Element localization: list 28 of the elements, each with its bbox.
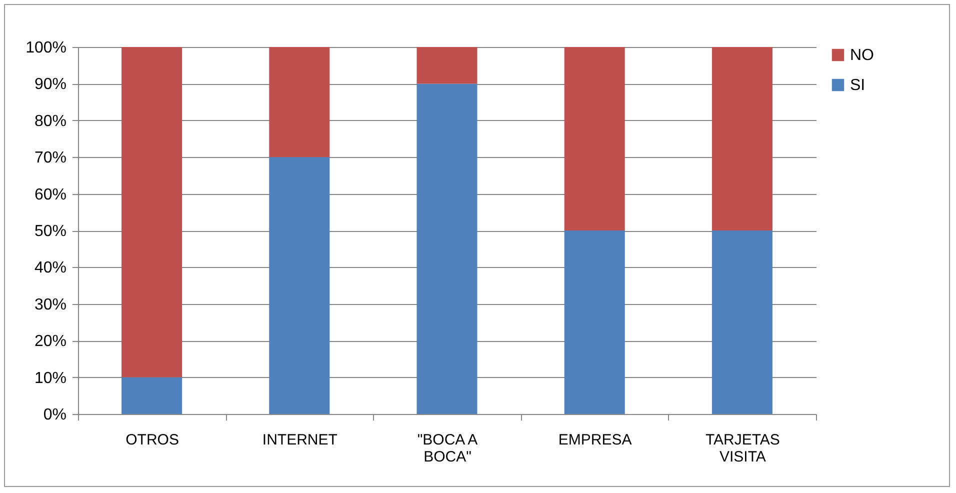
bar (712, 230, 772, 414)
bar (269, 47, 330, 158)
bar (269, 157, 330, 414)
x-tick-label: TARJETAS VISITA (705, 432, 780, 466)
y-tick-label: 50% (34, 223, 66, 240)
bar (122, 47, 182, 378)
y-tick-label: 90% (34, 76, 66, 94)
bar (712, 47, 772, 230)
x-tick-label: EMPRESA (558, 432, 632, 448)
y-tick-label: 70% (34, 150, 66, 167)
x-tick-label: OTROS (126, 432, 179, 448)
legend-label: NO (850, 47, 874, 64)
bar (564, 47, 625, 230)
bar (564, 230, 625, 414)
y-tick-label: 80% (34, 112, 66, 130)
y-tick-label: 100% (26, 40, 66, 56)
y-tick-label: 30% (34, 296, 66, 314)
y-tick-label: 0% (43, 406, 66, 424)
y-tick-label: 60% (34, 186, 66, 204)
legend-label: SI (850, 77, 866, 94)
bar (122, 377, 182, 414)
y-tick-label: 40% (34, 260, 66, 277)
bar (416, 84, 478, 414)
x-tick-label: "BOCA A BOCA" (417, 432, 478, 466)
y-tick-label: 20% (34, 333, 66, 350)
y-tick-label: 10% (34, 370, 66, 387)
bar (416, 47, 478, 84)
x-tick-label: INTERNET (262, 432, 338, 448)
